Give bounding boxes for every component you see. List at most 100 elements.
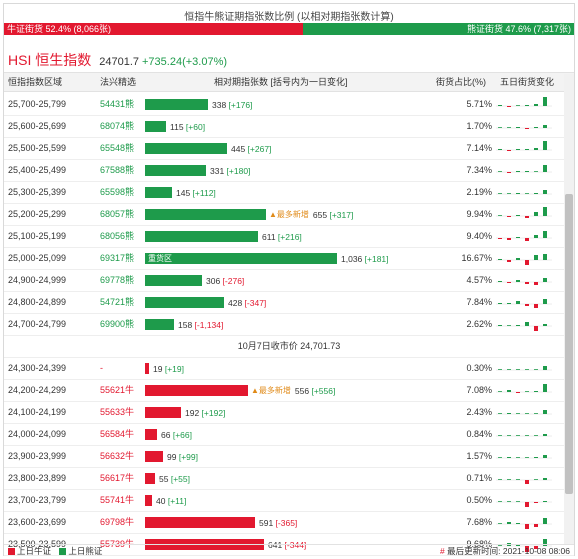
contracts-bar: [145, 517, 255, 528]
warrant-code-link[interactable]: -: [100, 363, 103, 373]
table-header: 恒指指数区域 法兴精选 相对期指张数 [括号内为一日变化] 街货占比(%) 五日…: [4, 72, 574, 92]
spark-bar: [498, 523, 502, 524]
amount-value: 445: [231, 143, 248, 154]
five-day-sparkline: [496, 455, 552, 459]
range-cell: 24,700-24,799: [8, 319, 67, 329]
five-day-sparkline: [496, 207, 552, 218]
share-cell: 0.71%: [466, 473, 492, 483]
warrant-code-link[interactable]: 69900熊: [100, 319, 135, 329]
spark-bar: [507, 390, 511, 392]
spark-bar: [498, 501, 502, 502]
share-cell: 0.84%: [466, 429, 492, 439]
bear-row[interactable]: 25,700-25,799 54431熊 338 [+176] 5.71%: [4, 94, 574, 116]
contracts-bar: [145, 451, 163, 462]
bear-row[interactable]: 25,600-25,699 68074熊 115 [+60] 1.70%: [4, 116, 574, 138]
warrant-code-link[interactable]: 68074熊: [100, 121, 135, 131]
warrant-code-link[interactable]: 55741牛: [100, 495, 135, 505]
bull-row[interactable]: 23,600-23,699 69798牛 591 [-365] 7.68%: [4, 512, 574, 534]
warrant-code-link[interactable]: 55621牛: [100, 385, 135, 395]
range-cell: 24,800-24,899: [8, 297, 67, 307]
spark-bar: [543, 125, 547, 128]
spark-bar: [543, 384, 547, 392]
legend-bull-label: 上日牛证: [17, 546, 52, 556]
amount-change: [+216]: [277, 231, 302, 242]
amount-value: 66: [161, 429, 173, 440]
amount-value: 655: [312, 209, 330, 220]
bear-row[interactable]: 24,800-24,899 54721熊 428 [-347] 7.84%: [4, 292, 574, 314]
most-added-tag: ▲最多新增: [251, 386, 291, 395]
warrant-code-link[interactable]: 56632牛: [100, 451, 135, 461]
bear-row[interactable]: 25,200-25,299 68057熊 ▲最多新增 655 [+317] 9.94%: [4, 204, 574, 226]
bear-row[interactable]: 24,900-24,999 69778熊 306 [-276] 4.57%: [4, 270, 574, 292]
spark-bar: [516, 171, 520, 172]
contracts-amount: 428 [-347]: [228, 298, 266, 308]
spark-bar: [543, 455, 547, 458]
bear-row[interactable]: 25,400-25,499 67588熊 331 [+180] 7.34%: [4, 160, 574, 182]
bear-ratio-segment: 熊证街货 47.6% (7,317张): [302, 23, 574, 35]
spark-bar: [525, 171, 529, 172]
warrant-code-link[interactable]: 56584牛: [100, 429, 135, 439]
contracts-amount: 591 [-365]: [259, 518, 297, 528]
spark-bar: [525, 502, 529, 507]
spark-bar: [543, 299, 547, 304]
spark-bar: [516, 479, 520, 480]
share-cell: 4.57%: [466, 275, 492, 285]
legend-bear: 上日熊证: [59, 546, 102, 556]
warrant-code-link[interactable]: 69317熊: [100, 253, 135, 263]
spark-bar: [507, 150, 511, 151]
warrant-code-link[interactable]: 65548熊: [100, 143, 135, 153]
range-cell: 24,900-24,999: [8, 275, 67, 285]
contracts-cell: 145 [+112]: [145, 187, 216, 198]
bear-row[interactable]: 24,700-24,799 69900熊 158 [-1,134] 2.62%: [4, 314, 574, 336]
bull-row[interactable]: 24,100-24,199 55633牛 192 [+192] 2.43%: [4, 402, 574, 424]
spark-bar: [498, 369, 502, 370]
range-cell: 25,700-25,799: [8, 99, 67, 109]
scrollbar[interactable]: [564, 74, 574, 544]
spark-bar: [507, 127, 511, 128]
amount-change: [-365]: [275, 517, 298, 528]
spark-bar: [534, 104, 538, 106]
spark-bar: [534, 326, 538, 331]
amount-value: 428: [228, 297, 245, 308]
share-cell: 1.70%: [466, 121, 492, 131]
spark-bar: [534, 235, 538, 238]
five-day-sparkline: [496, 518, 552, 529]
bear-row[interactable]: 25,500-25,599 65548熊 445 [+267] 7.14%: [4, 138, 574, 160]
warrant-code-link[interactable]: 65598熊: [100, 187, 135, 197]
bull-row[interactable]: 24,200-24,299 55621牛 ▲最多新增 556 [+556] 7.08%: [4, 380, 574, 402]
spark-bar: [534, 546, 538, 549]
bear-row[interactable]: 25,300-25,399 65598熊 145 [+112] 2.19%: [4, 182, 574, 204]
warrant-code-link[interactable]: 56617牛: [100, 473, 135, 483]
warrant-code-link[interactable]: 68057熊: [100, 209, 135, 219]
contracts-cell: 445 [+267]: [145, 143, 271, 154]
spark-bar: [498, 479, 502, 480]
range-cell: 24,000-24,099: [8, 429, 67, 439]
bear-row[interactable]: 25,100-25,199 68056熊 611 [+216] 9.40%: [4, 226, 574, 248]
spark-bar: [516, 413, 520, 414]
warrant-code-link[interactable]: 54431熊: [100, 99, 135, 109]
warrant-code-link[interactable]: 67588熊: [100, 165, 135, 175]
spark-bar: [543, 97, 547, 106]
spark-bar: [507, 260, 511, 262]
spark-bar: [498, 238, 502, 239]
warrant-code-link[interactable]: 55633牛: [100, 407, 135, 417]
range-cell: 25,400-25,499: [8, 165, 67, 175]
bull-row[interactable]: 23,700-23,799 55741牛 40 [+11] 0.50%: [4, 490, 574, 512]
panel-title: 恒指牛熊证期指张数比例 (以相对期指张数计算): [184, 12, 394, 23]
bull-row[interactable]: 24,300-24,399 - 19 [+19] 0.30%: [4, 358, 574, 380]
warrant-code-link[interactable]: 68056熊: [100, 231, 135, 241]
bear-row[interactable]: 25,000-25,099 69317熊 重货区 1,036 [+181] 16.67%: [4, 248, 574, 270]
warrant-code-link[interactable]: 69798牛: [100, 517, 135, 527]
bull-row[interactable]: 24,000-24,099 56584牛 66 [+66] 0.84%: [4, 424, 574, 446]
contracts-bar: 重货区: [145, 253, 337, 264]
scrollbar-thumb[interactable]: [565, 194, 573, 494]
share-cell: 1.57%: [466, 451, 492, 461]
contracts-bar: [145, 143, 227, 154]
amount-value: 611: [262, 231, 278, 242]
five-day-sparkline: [496, 141, 552, 151]
warrant-code-link[interactable]: 69778熊: [100, 275, 135, 285]
bull-row[interactable]: 23,900-23,999 56632牛 99 [+99] 1.57%: [4, 446, 574, 468]
contracts-cell: 19 [+19]: [145, 363, 184, 374]
bull-row[interactable]: 23,800-23,899 56617牛 55 [+55] 0.71%: [4, 468, 574, 490]
warrant-code-link[interactable]: 54721熊: [100, 297, 135, 307]
